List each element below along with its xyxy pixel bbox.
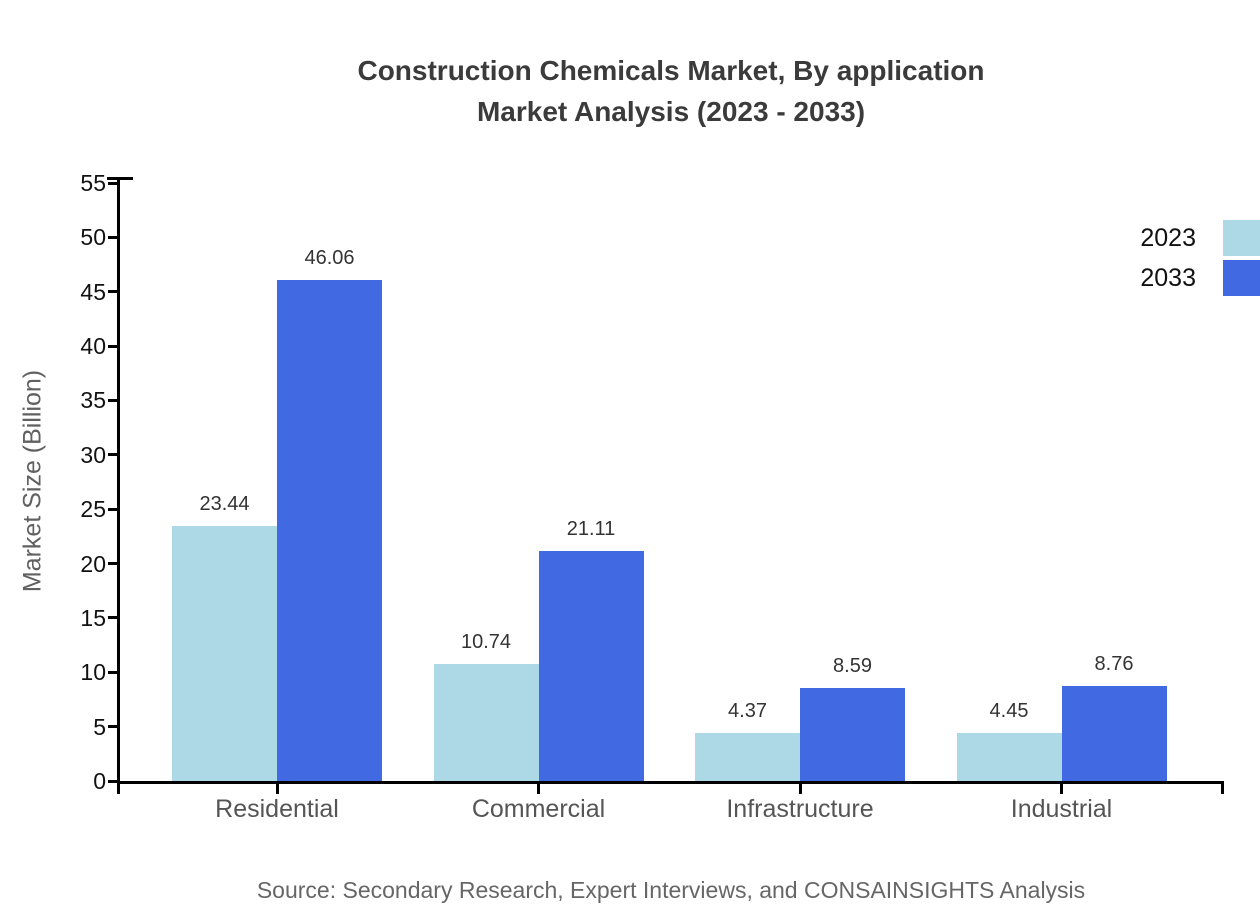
y-tick-label: 15 bbox=[80, 604, 106, 631]
x-tick bbox=[275, 781, 279, 794]
y-tick bbox=[108, 181, 120, 185]
y-tick bbox=[108, 235, 120, 239]
bar-2033-commercial bbox=[538, 551, 644, 781]
y-tick-label: 10 bbox=[80, 659, 106, 686]
y-tick bbox=[108, 725, 120, 729]
x-tick bbox=[117, 781, 120, 794]
y-tick-label: 25 bbox=[80, 496, 106, 523]
y-tick bbox=[108, 453, 120, 457]
legend-swatch-2023 bbox=[1223, 220, 1260, 256]
source-text: Source: Secondary Research, Expert Inter… bbox=[256, 877, 1086, 903]
y-tick-label: 40 bbox=[80, 333, 106, 360]
y-tick bbox=[108, 344, 120, 348]
bar-2023-industrial bbox=[956, 732, 1062, 781]
bar-2023-infrastructure bbox=[695, 733, 800, 781]
y-tick-label: 20 bbox=[80, 550, 106, 577]
y-tick-label: 55 bbox=[80, 170, 106, 196]
bar-value-label: 4.45 bbox=[989, 699, 1029, 722]
chart-title-line1: Construction Chemicals Market, By applic… bbox=[357, 55, 985, 86]
bar-value-label: 46.06 bbox=[304, 247, 355, 270]
x-tick bbox=[537, 781, 540, 794]
legend-label-2023: 2023 bbox=[1140, 224, 1196, 252]
y-tick-label: 30 bbox=[80, 441, 106, 468]
bar-value-label: 21.11 bbox=[566, 518, 616, 541]
y-tick bbox=[108, 670, 120, 674]
bar-2033-infrastructure bbox=[800, 687, 905, 781]
y-tick-label: 0 bbox=[93, 768, 106, 794]
bar-2023-residential bbox=[172, 526, 277, 781]
bar-2033-residential bbox=[277, 280, 382, 781]
category-label-residential: Residential bbox=[215, 795, 339, 823]
x-tick bbox=[798, 781, 802, 794]
chart-title-line2: Market Analysis (2023 - 2033) bbox=[476, 96, 866, 127]
y-tick bbox=[108, 562, 120, 566]
y-tick-label: 45 bbox=[80, 278, 106, 305]
y-tick bbox=[108, 616, 120, 620]
bar-value-label: 10.74 bbox=[460, 631, 512, 654]
category-label-commercial: Commercial bbox=[471, 795, 606, 823]
y-axis-endcap bbox=[107, 177, 133, 180]
y-tick-label: 5 bbox=[93, 713, 106, 740]
bar-value-label: 4.37 bbox=[728, 700, 767, 723]
y-tick-label: 50 bbox=[80, 224, 106, 251]
y-tick-label: 35 bbox=[80, 387, 106, 414]
bar-value-label: 23.44 bbox=[199, 493, 250, 516]
category-label-industrial: Industrial bbox=[1010, 795, 1113, 823]
legend-label-2033: 2033 bbox=[1140, 263, 1196, 292]
y-axis-label: Market Size (Billion) bbox=[18, 369, 47, 593]
bar-2023-commercial bbox=[433, 664, 539, 781]
category-label-infrastructure: Infrastructure bbox=[726, 795, 874, 823]
x-tick bbox=[1220, 781, 1224, 794]
x-axis-line bbox=[117, 781, 1222, 784]
x-tick bbox=[1060, 781, 1063, 794]
bar-value-label: 8.76 bbox=[1094, 652, 1134, 675]
legend-swatch-2033 bbox=[1223, 259, 1260, 296]
bar-value-label: 8.59 bbox=[833, 654, 872, 677]
y-tick bbox=[108, 290, 120, 294]
y-tick bbox=[108, 398, 120, 402]
chart-title: Construction Chemicals Market, By applic… bbox=[120, 50, 1222, 132]
y-tick bbox=[108, 779, 120, 783]
y-tick bbox=[108, 507, 120, 511]
y-axis-line bbox=[117, 177, 120, 784]
bar-2033-industrial bbox=[1061, 685, 1167, 781]
